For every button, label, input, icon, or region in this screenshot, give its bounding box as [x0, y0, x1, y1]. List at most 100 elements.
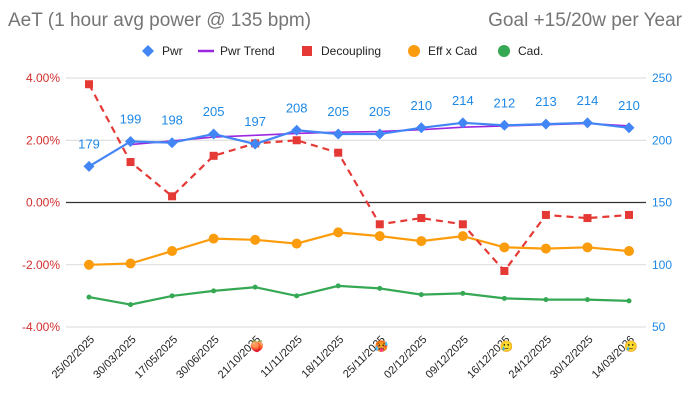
right-tick-label: 250	[652, 71, 672, 85]
eff-x-cad-point	[457, 231, 468, 242]
pwr-point	[83, 160, 95, 172]
pwr-point	[457, 117, 469, 129]
pwr-data-label: 210	[618, 98, 640, 113]
data-labels: 179 199 198 205 197 208 205 205 210 214 212 213 214 2…	[78, 93, 640, 152]
eff-x-cad-point	[167, 246, 178, 257]
cad-point	[128, 302, 134, 308]
pwr-point	[125, 135, 137, 147]
cad-point	[460, 290, 466, 296]
pwr-data-label: 210	[410, 98, 432, 113]
pwr-point	[249, 138, 261, 150]
decoupling-point	[209, 151, 218, 160]
pwr-data-label: 179	[78, 136, 100, 151]
legend-swatch-pwr	[142, 45, 154, 57]
series-layer	[83, 80, 635, 308]
pwr-point	[208, 128, 220, 140]
decoupling-point	[625, 210, 633, 219]
pwr-line	[88, 121, 630, 168]
decoupling-line	[88, 83, 630, 273]
cad-point	[543, 297, 549, 303]
cad-point	[86, 294, 92, 300]
pwr-point	[332, 128, 344, 140]
cad-point	[169, 293, 175, 299]
decoupling-point	[541, 210, 550, 219]
pwr-data-label: 205	[369, 104, 391, 119]
eff-x-cad-point	[208, 233, 219, 244]
pwr-point	[581, 117, 593, 129]
legend-swatch-cad	[498, 45, 510, 57]
x-tick-emoji: 🥲	[624, 340, 638, 353]
eff-x-cad-line	[88, 231, 630, 266]
eff-x-cad-point	[125, 258, 136, 269]
x-tick-emoji: 🍑	[250, 340, 264, 353]
x-tick-label: 30/06/2025	[174, 334, 221, 381]
pwr-data-label: 208	[286, 100, 308, 115]
left-tick-label: -2.00%	[22, 258, 60, 272]
decoupling-point	[458, 220, 467, 229]
right-tick-label: 200	[652, 133, 672, 147]
eff-x-cad-point	[291, 238, 302, 249]
pwr-data-label: 198	[161, 113, 183, 128]
decoupling-point	[375, 220, 384, 229]
right-tick-label: 150	[652, 196, 672, 210]
eff-x-cad-point	[582, 242, 593, 253]
pwr-data-label: 205	[327, 104, 349, 119]
eff-x-cad-point	[624, 246, 634, 257]
legend-label-decoupling: Decoupling	[321, 44, 381, 58]
right-tick-label: 50	[652, 320, 666, 334]
x-tick-label: 11/11/2025	[259, 334, 305, 380]
pwr-point	[540, 118, 552, 130]
cad-point	[294, 293, 300, 299]
decoupling-point	[417, 214, 426, 223]
decoupling-point	[85, 80, 93, 89]
pwr-point	[291, 124, 303, 136]
x-tick-label: 24/12/2025	[507, 334, 554, 381]
legend: Pwr Pwr Trend Decoupling Eff x Cad Cad.	[142, 44, 543, 58]
cad-point	[211, 288, 217, 294]
x-tick-label: 25/02/2025	[50, 334, 97, 381]
pwr-point	[374, 128, 386, 140]
pwr-data-label: 199	[120, 111, 142, 126]
legend-label-pwr: Pwr	[162, 44, 183, 58]
x-tick-label: 18/11/2025	[300, 334, 347, 381]
right-tick-label: 100	[652, 258, 672, 272]
left-tick-label: 0.00%	[26, 196, 60, 210]
pwr-point	[623, 122, 635, 134]
eff-x-cad-point	[416, 236, 427, 247]
decoupling-point	[126, 158, 135, 167]
pwr-data-label: 212	[494, 95, 516, 110]
x-tick-label: 02/12/2025	[382, 334, 429, 381]
pwr-data-label: 197	[244, 114, 266, 129]
legend-label-pwr-trend: Pwr Trend	[220, 44, 275, 58]
cad-point	[418, 292, 424, 298]
eff-x-cad-point	[333, 227, 344, 238]
eff-x-cad-point	[540, 243, 551, 254]
decoupling-point	[168, 192, 177, 201]
grid	[66, 77, 646, 328]
decoupling-point	[583, 214, 592, 223]
left-tick-label: -4.00%	[22, 320, 60, 334]
cad-point	[252, 284, 258, 290]
eff-x-cad-point	[250, 234, 261, 245]
decoupling-point	[500, 266, 509, 275]
decoupling-point	[334, 148, 343, 157]
left-tick-label: 2.00%	[26, 133, 60, 147]
eff-x-cad-point	[499, 242, 510, 253]
x-tick-label: 30/03/2025	[91, 334, 138, 381]
eff-x-cad-point	[84, 259, 94, 270]
legend-label-eff-x-cad: Eff x Cad	[428, 44, 477, 58]
pwr-data-label: 213	[535, 94, 557, 109]
pwr-point	[166, 137, 178, 149]
left-tick-label: 4.00%	[26, 71, 60, 85]
legend-label-cad: Cad.	[518, 44, 543, 58]
pwr-point	[498, 119, 510, 131]
x-tick-emoji: 🥲	[500, 340, 514, 353]
cad-line	[88, 284, 630, 306]
chart-title: AeT (1 hour avg power @ 135 bpm)	[8, 10, 311, 31]
x-tick-label: 30/12/2025	[548, 334, 595, 381]
legend-swatch-decoupling	[302, 46, 312, 56]
eff-x-cad-point	[374, 231, 385, 242]
cad-point	[335, 283, 341, 289]
x-tick-label: 17/05/2025	[133, 334, 180, 381]
